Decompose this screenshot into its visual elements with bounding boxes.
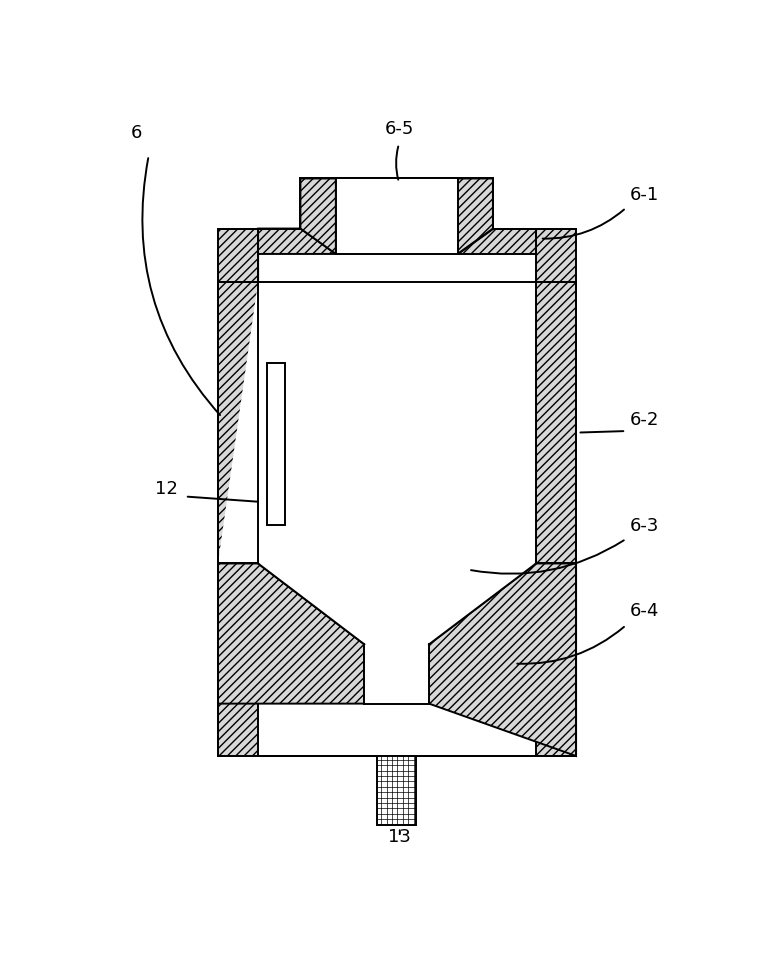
- Text: 6-2: 6-2: [630, 411, 659, 429]
- Text: 12: 12: [155, 480, 178, 498]
- Polygon shape: [266, 363, 285, 525]
- Polygon shape: [218, 282, 258, 564]
- Polygon shape: [258, 282, 536, 564]
- Text: 6-3: 6-3: [630, 517, 659, 535]
- Polygon shape: [536, 282, 576, 756]
- Text: 6-5: 6-5: [385, 120, 413, 137]
- Polygon shape: [378, 756, 416, 825]
- Text: 6-4: 6-4: [630, 602, 659, 619]
- Polygon shape: [258, 229, 336, 282]
- Polygon shape: [218, 282, 258, 756]
- Polygon shape: [457, 178, 493, 254]
- Polygon shape: [336, 178, 457, 254]
- Polygon shape: [218, 564, 365, 756]
- Text: 13: 13: [388, 828, 410, 846]
- Text: 6-1: 6-1: [630, 186, 659, 204]
- Text: 6: 6: [131, 125, 142, 142]
- Polygon shape: [218, 229, 258, 282]
- Polygon shape: [365, 645, 429, 703]
- Polygon shape: [457, 229, 536, 254]
- Polygon shape: [536, 229, 576, 282]
- Polygon shape: [258, 564, 536, 645]
- Polygon shape: [429, 564, 576, 756]
- Polygon shape: [300, 178, 336, 254]
